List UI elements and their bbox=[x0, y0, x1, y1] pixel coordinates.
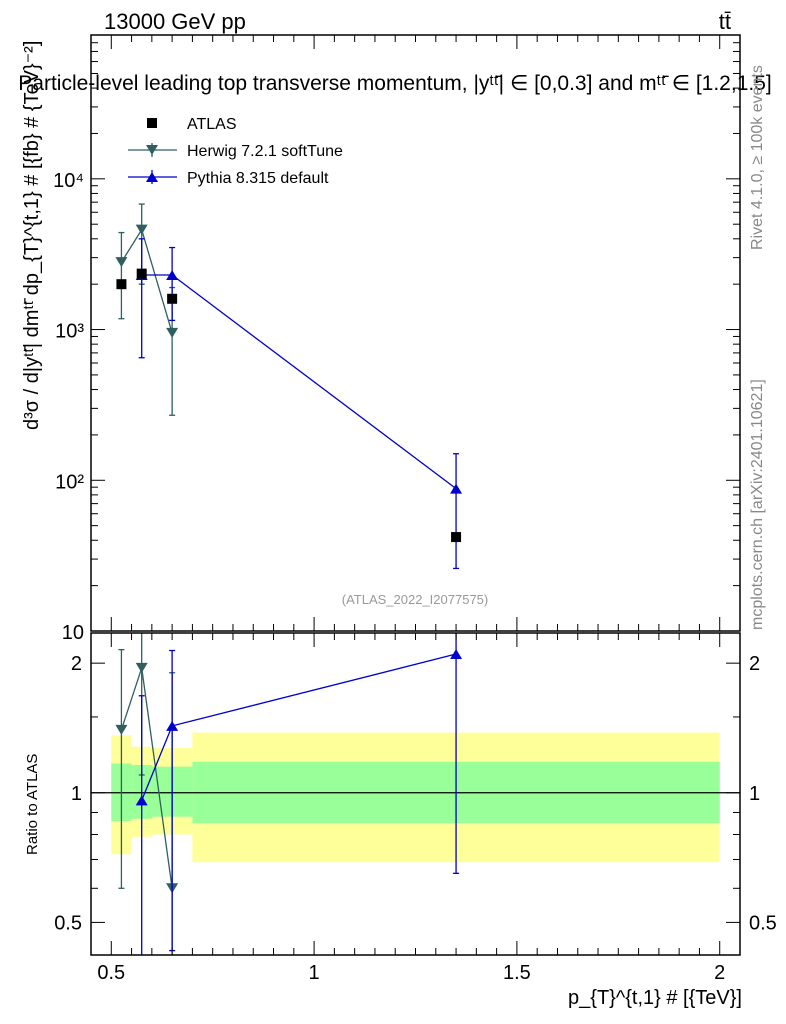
ratio-pythia-point bbox=[166, 720, 179, 731]
main-y-tick-label: 10 bbox=[62, 622, 84, 644]
main-atlas-point bbox=[167, 293, 178, 304]
legend-label-pythia: Pythia 8.315 default bbox=[187, 170, 329, 187]
main-pythia-point bbox=[166, 270, 179, 281]
main-atlas-point bbox=[116, 279, 127, 290]
legend-label-herwig: Herwig 7.2.1 softTune bbox=[187, 143, 343, 160]
process-label: tt̄ bbox=[719, 9, 731, 34]
main-panel: 10 10² 10³ 10⁴ bbox=[53, 34, 741, 644]
ratio-herwig-point bbox=[115, 724, 128, 735]
ratio-y-tick-label-left: 2 bbox=[71, 653, 82, 675]
ratio-pythia-point bbox=[135, 795, 148, 806]
main-y-axis-label: d³σ / d|yᵗᵗ̄| dmᵗᵗ̄ dp_{T}^{t,1} # [{fb}… bbox=[21, 41, 43, 430]
main-herwig-point bbox=[166, 327, 179, 338]
main-y-tick-label: 10⁴ bbox=[53, 170, 84, 192]
ratio-y-tick-label-right: 1 bbox=[749, 783, 760, 805]
mcplots-label: mcplots.cern.ch [arXiv:2401.10621] bbox=[749, 379, 766, 630]
main-y-tick-label: 10² bbox=[55, 471, 84, 493]
main-herwig-point bbox=[115, 257, 128, 268]
legend-label-atlas: ATLAS bbox=[187, 116, 237, 133]
x-tick-label: 0.5 bbox=[97, 962, 125, 984]
ratio-panel: 0.5 0.5 1 1 2 2 0.5 1 1.5 2 bbox=[54, 632, 777, 984]
main-y-tick-label: 10³ bbox=[55, 321, 84, 343]
energy-label: 13000 GeV pp bbox=[104, 9, 246, 34]
legend: ATLAS Herwig 7.2.1 softTune Pythia 8.315… bbox=[128, 116, 343, 187]
ratio-pythia-point bbox=[450, 649, 463, 660]
ratio-herwig-point bbox=[135, 662, 148, 673]
ratio-y-axis-label: Ratio to ATLAS bbox=[24, 754, 41, 855]
ratio-y-tick-label-right: 2 bbox=[749, 653, 760, 675]
analysis-watermark: (ATLAS_2022_I2077575) bbox=[342, 592, 488, 607]
x-tick-label: 1 bbox=[309, 962, 320, 984]
main-atlas-point bbox=[136, 268, 147, 279]
main-pythia-line bbox=[141, 274, 457, 490]
legend-marker-herwig bbox=[146, 145, 158, 155]
ratio-y-tick-label-left: 0.5 bbox=[54, 912, 82, 934]
legend-marker-atlas bbox=[147, 118, 157, 128]
legend-marker-pythia bbox=[146, 172, 158, 182]
x-axis-label: p_{T}^{t,1} # [{TeV}] bbox=[568, 987, 742, 1009]
x-tick-label: 1.5 bbox=[503, 962, 531, 984]
plot-title: Particle-level leading top transverse mo… bbox=[18, 72, 771, 95]
main-atlas-point bbox=[451, 532, 462, 543]
main-pythia-point bbox=[450, 483, 463, 494]
x-tick-label: 2 bbox=[714, 962, 725, 984]
main-herwig-point bbox=[135, 224, 148, 235]
ratio-y-tick-label-right: 0.5 bbox=[749, 912, 777, 934]
ratio-y-tick-label-left: 1 bbox=[71, 783, 82, 805]
main-herwig-line bbox=[120, 228, 173, 334]
rivet-version-label: Rivet 4.1.0, ≥ 100k events bbox=[749, 65, 766, 250]
